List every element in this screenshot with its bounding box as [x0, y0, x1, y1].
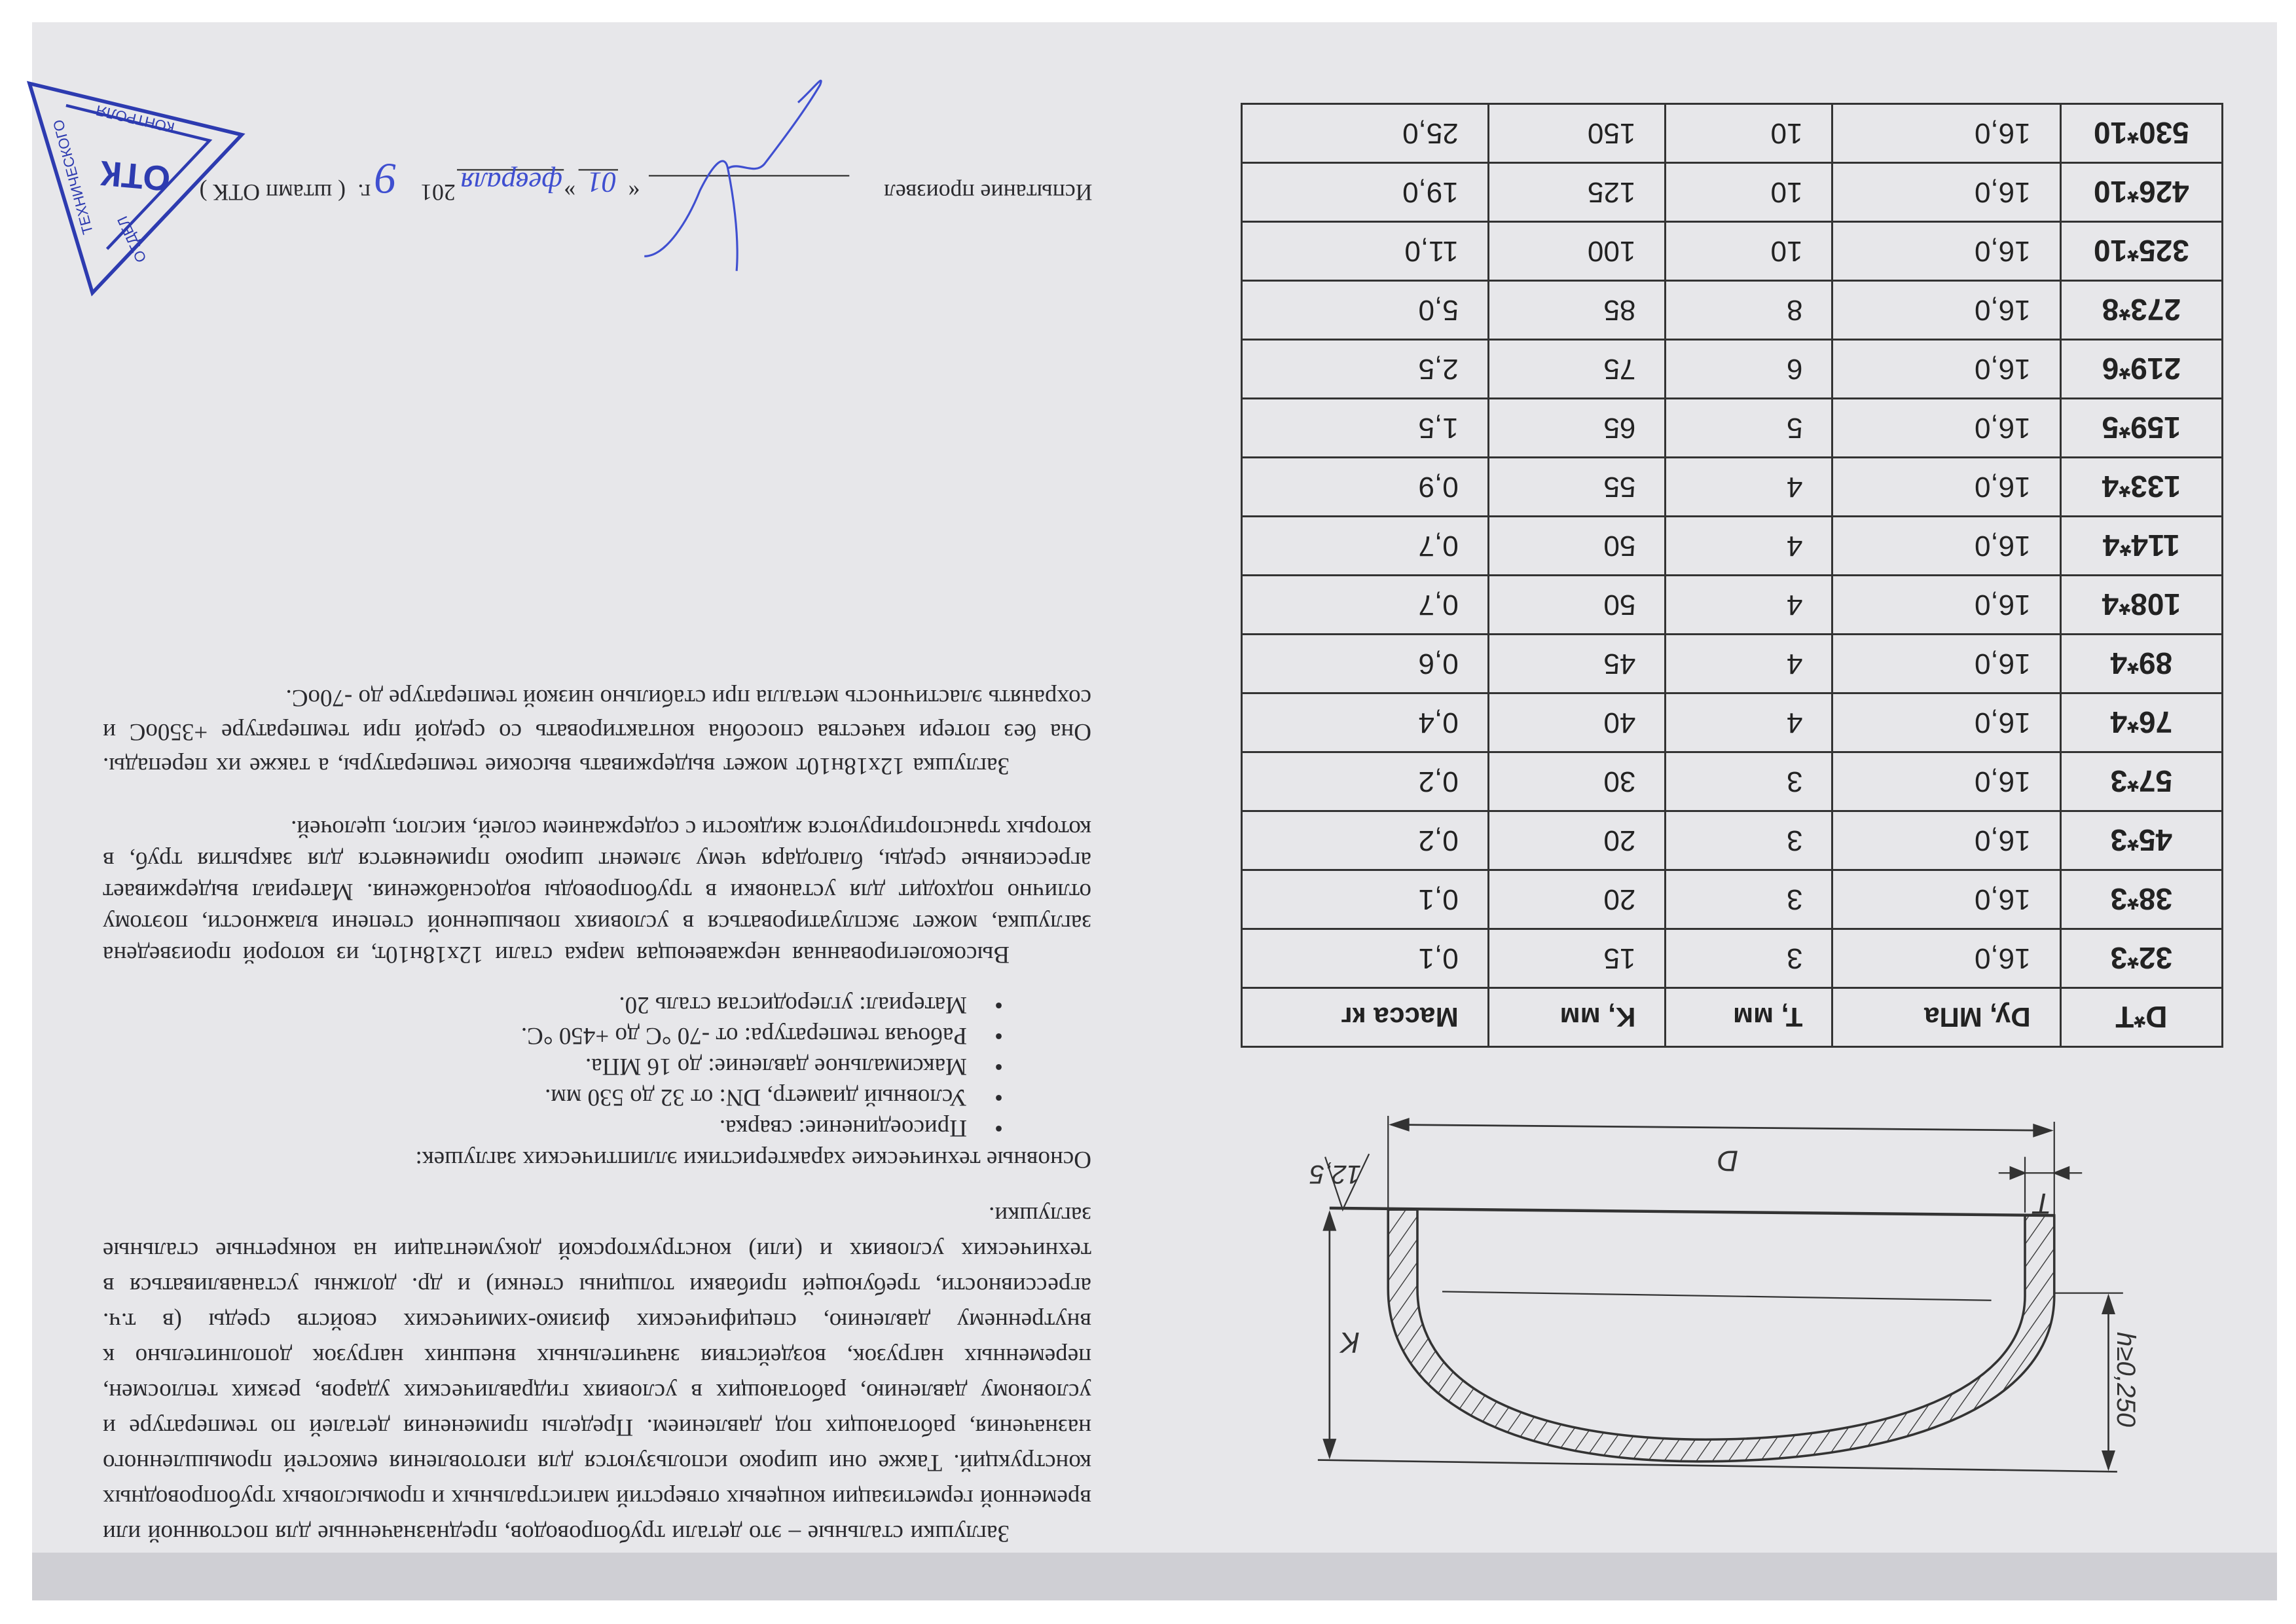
- year-unit: г.: [357, 179, 371, 206]
- close-quote: »: [564, 179, 575, 206]
- scanned-paper: [32, 22, 2277, 1600]
- roughness-mark-icon: [1324, 1153, 1370, 1212]
- open-quote: «: [629, 179, 640, 206]
- stamp-line-3: КОНТРОЛЯ: [94, 102, 176, 136]
- d-arrow-icons: [1389, 1117, 2054, 1137]
- t-arrow-icons: [2009, 1166, 2070, 1180]
- year-prefix: 201: [420, 179, 456, 206]
- base-line: [1317, 1459, 2117, 1473]
- signature-line: Испытание произвел « 01 » февраля 201 9 …: [200, 79, 1093, 271]
- rim-line: [1329, 1206, 2054, 1217]
- stamp-abbr: ОТК: [98, 153, 172, 198]
- center-line: [1442, 1291, 1992, 1301]
- handwritten-signature: [644, 79, 822, 271]
- handwritten-day: 01: [587, 166, 617, 199]
- stamp-note: ( штамп ОТК ): [200, 179, 346, 206]
- cap-technical-drawing: [1317, 1116, 2123, 1473]
- scanner-edge-band: [32, 1553, 2277, 1600]
- d-dimension-line: [1391, 1124, 2052, 1132]
- stamp-outer-triangle: [26, 81, 246, 297]
- label-k: K: [1339, 1326, 1360, 1358]
- h-arrow-icons: [2101, 1293, 2115, 1471]
- label-h: h≥0,250: [2111, 1332, 2141, 1428]
- handwritten-year-digit: 9: [375, 154, 397, 203]
- label-d: D: [1717, 1145, 1738, 1177]
- label-t: T: [2032, 1187, 2052, 1219]
- tested-by-label: Испытание произвел: [884, 179, 1093, 206]
- handwritten-month: февраля: [460, 166, 562, 199]
- cap-wall-section: [1387, 1208, 2056, 1463]
- k-arrow-icons: [1322, 1210, 1337, 1460]
- stamp-inner-border: [65, 103, 213, 250]
- label-roughness: 12,5: [1309, 1160, 1361, 1189]
